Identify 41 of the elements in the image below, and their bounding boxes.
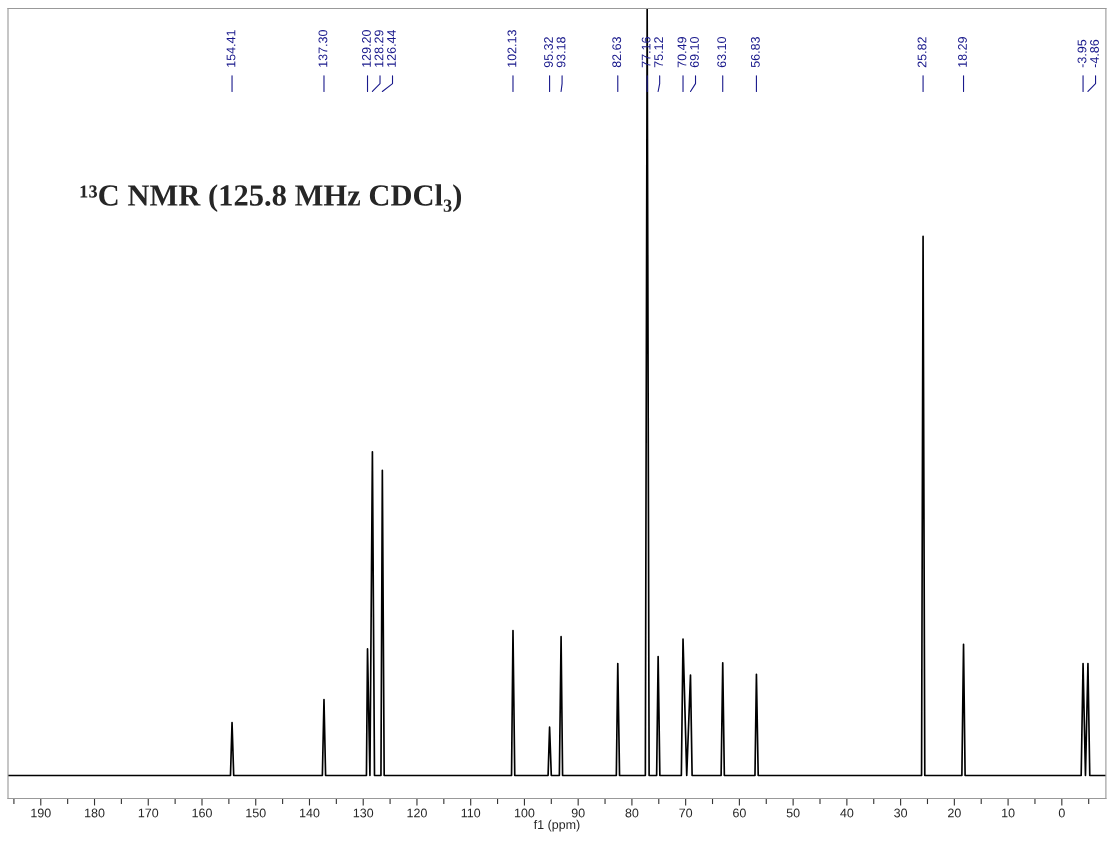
annotation: 154.41 <box>226 30 236 67</box>
x-tick-label: 0 <box>1058 808 1065 818</box>
x-tick-label: 190 <box>31 808 51 818</box>
annotation: ¹³C NMR (125.8 MHz CDCl₃) <box>80 184 462 212</box>
x-tick-label: 160 <box>192 808 212 818</box>
annotation: -3.95 <box>1077 39 1087 68</box>
x-tick-label: 100 <box>514 808 535 818</box>
x-tick-label: 10 <box>1002 808 1015 818</box>
annotation: 95.32 <box>544 37 553 68</box>
x-tick-label: 140 <box>300 808 320 818</box>
x-tick-label: 150 <box>246 808 266 818</box>
annotation: -4.86 <box>1090 39 1099 68</box>
annotation: 102.13 <box>507 30 517 67</box>
x-tick-label: 80 <box>625 808 639 818</box>
annotation: 63.10 <box>717 36 727 68</box>
annotation: 128.29 <box>374 30 384 67</box>
annotation: 25.82 <box>917 37 927 68</box>
x-tick-label: 40 <box>840 808 854 818</box>
x-tick-label: 120 <box>407 808 427 818</box>
x-tick-label: 170 <box>138 808 159 818</box>
x-tick-label: 50 <box>786 808 800 818</box>
annotation: 93.18 <box>556 37 566 68</box>
x-tick-label: 90 <box>571 808 585 818</box>
annotation: 126.44 <box>387 29 396 67</box>
x-tick-label: 110 <box>461 808 481 818</box>
annotation: 82.63 <box>612 37 622 68</box>
x-axis-title: f1 (ppm) <box>533 819 580 832</box>
x-tick-label: 70 <box>679 808 693 818</box>
annotation: 56.83 <box>750 37 760 68</box>
x-tick-label: 20 <box>948 808 961 818</box>
annotation: 77.16 <box>641 37 651 68</box>
annotation: 70.49 <box>677 37 687 68</box>
x-tick-label: 30 <box>894 808 908 818</box>
annotation: 75.12 <box>654 37 664 68</box>
annotation: 69.10 <box>690 36 699 68</box>
annotation: 137.30 <box>318 30 328 67</box>
x-tick-label: 130 <box>353 808 374 818</box>
annotation: 129.20 <box>362 30 371 67</box>
annotation: 18.29 <box>958 37 967 67</box>
x-tick-label: 60 <box>733 808 746 818</box>
x-tick-label: 180 <box>85 808 105 818</box>
